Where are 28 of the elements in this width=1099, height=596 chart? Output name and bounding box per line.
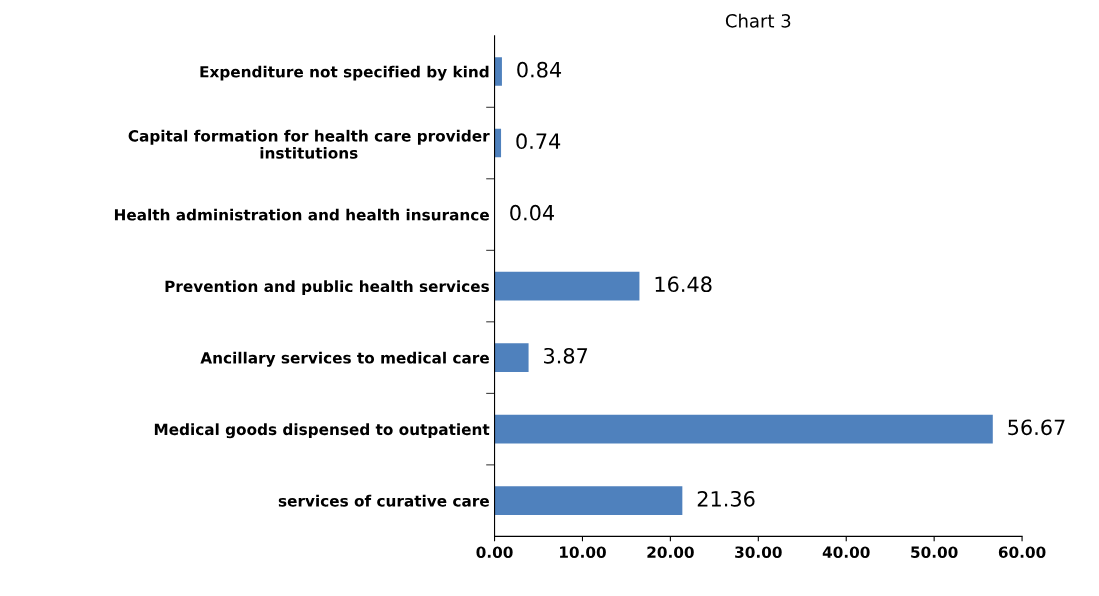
y-tick-label: Ancillary services to medical care — [200, 351, 489, 367]
data-label: 21.36 — [697, 490, 755, 507]
y-tick-label: services of curative care — [278, 494, 489, 507]
data-label: 16.48 — [655, 276, 712, 293]
bar — [494, 343, 529, 372]
x-tick-label: 60.00 — [998, 546, 1046, 558]
x-tick-label: 30.00 — [735, 546, 782, 558]
bar — [494, 414, 993, 444]
x-tick-label: 40.00 — [822, 546, 870, 558]
y-tick-label: Health administration and health insurance — [114, 208, 489, 221]
x-tick-label: 50.00 — [911, 546, 958, 558]
x-tick-label: 10.00 — [560, 546, 606, 558]
bar — [494, 128, 502, 158]
bar — [494, 57, 502, 86]
bar — [494, 486, 683, 515]
data-label: 0.74 — [516, 133, 561, 150]
chart-title: Chart 3 — [725, 13, 791, 28]
data-label: 0.84 — [517, 61, 562, 78]
data-label: 0.04 — [510, 204, 555, 221]
x-tick-label: 0.00 — [476, 546, 513, 558]
x-tick-label: 20.00 — [647, 546, 694, 558]
data-label: 3.87 — [544, 347, 588, 364]
y-tick-label: Capital formation for health care provider institutions — [128, 129, 490, 159]
y-tick-label: Medical goods dispensed to outpatient — [154, 423, 490, 439]
y-tick-label: Expenditure not specified by kind — [200, 65, 489, 81]
data-label: 56.67 — [1008, 419, 1065, 436]
y-tick-label: Prevention and public health services — [165, 280, 489, 296]
bar — [494, 271, 640, 301]
